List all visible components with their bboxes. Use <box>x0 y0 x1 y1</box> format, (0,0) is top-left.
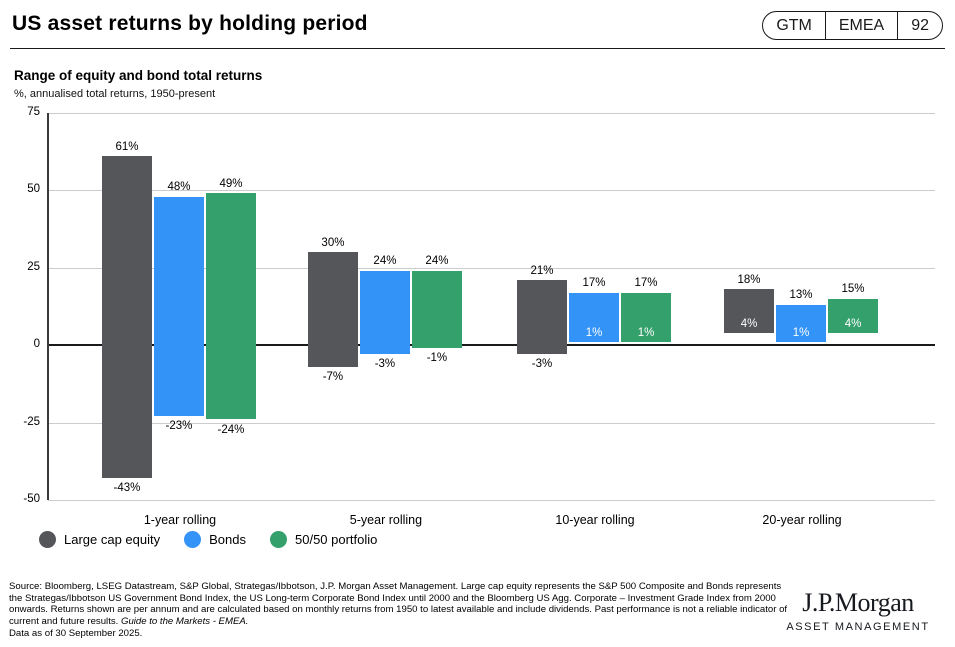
bar-large-cap-equity-20-year-rolling <box>724 289 775 333</box>
y-tick-label--50: -50 <box>23 493 40 505</box>
legend-dot-bonds <box>184 531 202 548</box>
source-text: Source: Bloomberg, LSEG Datastream, S&P … <box>9 581 788 627</box>
page-title: US asset returns by holding period <box>12 12 368 35</box>
category-label-5-year-rolling: 5-year rolling <box>349 513 423 527</box>
y-tick-label--25: -25 <box>23 415 40 428</box>
value-label-max: 21% <box>530 264 554 277</box>
y-tick-label-0: 0 <box>33 338 40 351</box>
value-label-max: 48% <box>167 181 191 194</box>
badge-page-number: 92 <box>897 12 942 39</box>
bar-bonds-10-year-rolling <box>569 292 619 343</box>
value-label-max: 24% <box>425 255 449 268</box>
source-note: Source: Bloomberg, LSEG Datastream, S&P … <box>9 581 791 639</box>
value-label-min: -3% <box>531 358 553 371</box>
value-label-max: 24% <box>373 255 397 268</box>
value-label-min: 1% <box>637 327 655 340</box>
jpmorgan-wordmark: J.P.Morgan <box>802 588 914 617</box>
data-as-of: Data as of 30 September 2025. <box>9 627 143 639</box>
y-tick-label-25: 25 <box>27 260 40 273</box>
y-tick-label-50: 50 <box>27 183 40 196</box>
value-label-min: 1% <box>585 327 603 340</box>
bar-large-cap-equity-5-year-rolling <box>307 252 358 367</box>
value-label-min: -43% <box>113 482 141 495</box>
y-axis-line <box>47 113 49 500</box>
value-label-max: 61% <box>115 140 139 153</box>
jpmorgan-logo: J.P.Morgan ASSET MANAGEMENT <box>778 588 938 633</box>
chart-legend: Large cap equity Bonds 50/50 portfolio <box>39 531 377 548</box>
value-label-max: 49% <box>219 177 243 190</box>
value-label-max: 30% <box>321 236 345 249</box>
bar-50-50-portfolio-1-year-rolling <box>205 193 256 420</box>
value-label-max: 18% <box>737 273 761 286</box>
bar-50-50-portfolio-20-year-rolling <box>828 298 879 333</box>
plot-area: 75 50 25 0 -25 -50 61% -43% 30% -7% 21% -3% 18% 4% 48%… <box>23 106 935 527</box>
gtm-page-badge: GTM EMEA 92 <box>762 11 943 40</box>
value-label-max: 13% <box>789 289 813 302</box>
gridline--25 <box>48 422 935 424</box>
legend-item-bonds: Bonds <box>184 531 246 548</box>
legend-label-50-50-portfolio: 50/50 portfolio <box>295 532 378 547</box>
y-tick-label-75: 75 <box>27 106 40 118</box>
bar-large-cap-equity-1-year-rolling <box>101 156 152 479</box>
gridline-50 <box>48 190 935 192</box>
value-label-max: 15% <box>841 283 865 296</box>
legend-item-50-50-portfolio: 50/50 portfolio <box>270 531 377 548</box>
source-italic: Guide to the Markets - EMEA. <box>120 615 249 627</box>
legend-dot-50-50-portfolio <box>270 531 287 548</box>
gridline-25 <box>48 267 935 269</box>
value-label-min: -24% <box>217 423 245 436</box>
value-label-min: 4% <box>740 317 758 330</box>
zero-axis-line <box>48 344 935 347</box>
bar-50-50-portfolio-5-year-rolling <box>411 270 462 349</box>
value-label-min: -1% <box>426 352 448 365</box>
legend-dot-large-cap-equity <box>39 531 56 548</box>
chart-subtitle: %, annualised total returns, 1950-presen… <box>14 88 216 100</box>
value-label-min: -7% <box>322 370 344 383</box>
gridline-75 <box>48 113 935 114</box>
value-label-min: -3% <box>374 358 396 371</box>
value-label-max: 17% <box>582 277 606 290</box>
bar-large-cap-equity-10-year-rolling <box>517 280 567 355</box>
value-label-min: 4% <box>844 317 862 330</box>
legend-item-large-cap-equity: Large cap equity <box>39 531 160 548</box>
value-label-min: -23% <box>165 420 193 433</box>
bar-bonds-1-year-rolling <box>153 196 204 417</box>
asset-management-label: ASSET MANAGEMENT <box>786 621 930 633</box>
bar-bonds-20-year-rolling <box>776 304 827 343</box>
header-divider <box>10 48 945 49</box>
badge-region-label: EMEA <box>824 12 897 39</box>
bar-50-50-portfolio-10-year-rolling <box>621 292 671 343</box>
badge-gtm-label: GTM <box>776 16 812 34</box>
legend-label-bonds: Bonds <box>209 532 246 547</box>
value-label-min: 1% <box>792 327 810 340</box>
category-label-20-year-rolling: 20-year rolling <box>762 513 842 527</box>
bar-bonds-5-year-rolling <box>359 270 410 355</box>
category-label-1-year-rolling: 1-year rolling <box>143 513 217 527</box>
value-label-max: 17% <box>634 277 658 290</box>
category-label-10-year-rolling: 10-year rolling <box>555 513 635 527</box>
legend-label-large-cap-equity: Large cap equity <box>64 532 161 547</box>
chart-title: Range of equity and bond total returns <box>14 68 263 83</box>
gridline--50 <box>48 500 935 501</box>
